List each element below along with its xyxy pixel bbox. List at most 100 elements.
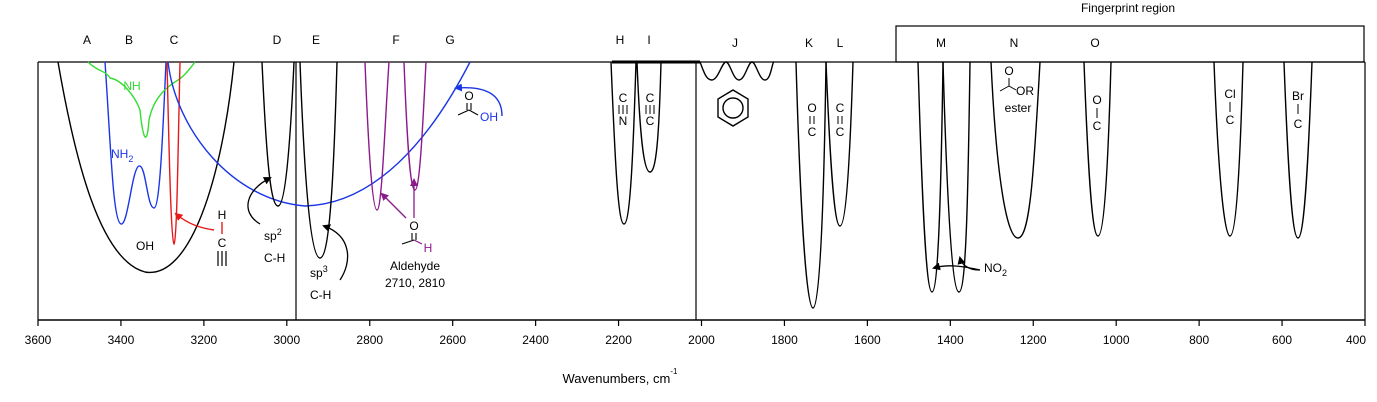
sp3-label: sp3 [310, 264, 328, 280]
x-tick-label: 1400 [937, 333, 964, 347]
region-letter: F [392, 33, 399, 47]
sp3-ch-band [299, 61, 338, 259]
x-axis: 3600 3400 3200 3000 2800 2600 2400 2200 2000 1800… [25, 319, 1366, 386]
x-tick-label: 2000 [688, 333, 715, 347]
co1-c-label: C [1093, 119, 1102, 133]
cn-n-label: N [619, 114, 628, 128]
benzene-ring-icon [717, 89, 749, 127]
nitrile-band [610, 61, 637, 225]
fingerprint-label: Fingerprint region [1081, 1, 1175, 15]
aldehyde-o-label: O [409, 219, 418, 233]
nh2-band [104, 61, 167, 225]
carboxylic-acid-structure: O OH [454, 83, 503, 124]
x-tick-label: 2200 [605, 333, 632, 347]
sp2-label: sp2 [264, 227, 282, 243]
region-letter: K [805, 36, 813, 50]
x-tick-label: 2600 [439, 333, 466, 347]
aldehyde-freq-label: 2710, 2810 [385, 276, 445, 290]
cbr-br-label: Br [1292, 89, 1304, 103]
region-letter: A [83, 33, 91, 47]
region-letter: I [647, 33, 650, 47]
region-letter: B [125, 33, 133, 47]
annotations: NH NH2 OH H C sp2 C-H sp3 C-H O H [111, 64, 1304, 302]
region-letter: N [1010, 36, 1019, 50]
ccl-band [1213, 61, 1244, 237]
ester-structure: O OR ester [999, 64, 1034, 115]
aldehyde-structure: O H Aldehyde 2710, 2810 [380, 178, 445, 290]
alkyne-h-label: H [218, 208, 227, 222]
sp2-ch-band [261, 61, 295, 207]
no2-label: NO2 [984, 261, 1007, 278]
cn-c-label: C [619, 91, 628, 105]
aldehyde-band [403, 61, 427, 191]
x-tick-label: 1600 [854, 333, 881, 347]
ester-label: ester [1005, 101, 1032, 115]
ester-band [990, 61, 1041, 239]
fingerprint-box: Fingerprint region [895, 1, 1365, 63]
aldehyde-band [364, 61, 390, 211]
ccl-c-label: C [1226, 113, 1235, 127]
region-letter: J [732, 36, 738, 50]
nitro-band [942, 61, 971, 293]
x-tick-label: 3000 [273, 333, 300, 347]
acid-oh-label: OH [480, 110, 498, 124]
co-o-label: O [807, 101, 816, 115]
co-single-band [1083, 61, 1112, 237]
x-tick-label: 400 [1346, 333, 1366, 347]
x-tick-label: 2400 [522, 333, 549, 347]
alkyne-ch-band [166, 61, 181, 246]
sp2-arrow [247, 177, 272, 225]
x-tick-label: 1200 [1020, 333, 1047, 347]
region-letter: E [312, 33, 320, 47]
region-letter: H [616, 33, 625, 47]
x-axis-label: Wavenumbers, cm-1 [562, 367, 678, 386]
nh2-label: NH2 [111, 147, 133, 164]
region-letters: A B C D E F G H I J K L M N O [83, 33, 1100, 50]
cc2-c1-label: C [836, 101, 845, 115]
x-tick-label: 3600 [25, 333, 52, 347]
x-tick-label: 3200 [191, 333, 218, 347]
aldehyde-h-label: H [424, 241, 433, 255]
ester-o-label: O [1004, 64, 1013, 78]
cc2-c2-label: C [836, 125, 845, 139]
region-letter: O [1090, 36, 1099, 50]
x-tick-label: 1000 [1103, 333, 1130, 347]
alkyne-cc-band [636, 61, 662, 173]
oh-band [57, 61, 235, 274]
region-letter: G [445, 33, 454, 47]
region-letter: D [273, 33, 282, 47]
cbr-c-label: C [1294, 117, 1303, 131]
sp3-arrow [322, 224, 349, 281]
carbonyl-band [795, 61, 827, 309]
cc3-c1-label: C [646, 91, 655, 105]
co1-o-label: O [1092, 93, 1101, 107]
aromatic-overtone-band [699, 61, 775, 81]
region-letter: M [936, 36, 946, 50]
nitro-band [917, 61, 944, 293]
absorption-bands [57, 61, 1313, 309]
sp3-ch-label: C-H [310, 288, 331, 302]
cc3-c2-label: C [646, 114, 655, 128]
acid-o-label: O [464, 89, 473, 103]
acid-band [167, 61, 471, 207]
cbr-band [1283, 61, 1313, 239]
region-letter: C [170, 33, 179, 47]
x-tick-label: 1800 [771, 333, 798, 347]
region-letter: L [837, 36, 844, 50]
co-c-label: C [808, 125, 817, 139]
x-tick-label: 600 [1272, 333, 1292, 347]
x-tick-label: 3400 [108, 333, 135, 347]
plot-frame [37, 60, 1366, 320]
alkene-cc-band [825, 61, 854, 227]
x-axis-ticks: 3600 3400 3200 3000 2800 2600 2400 2200 2000 1800… [25, 320, 1366, 347]
ester-or-label: OR [1016, 84, 1034, 98]
ccl-cl-label: Cl [1224, 87, 1235, 101]
sp2-ch-label: C-H [264, 251, 285, 265]
x-tick-label: 800 [1189, 333, 1209, 347]
aldehyde-label: Aldehyde [390, 259, 440, 273]
terminal-alkyne-structure: H C [174, 208, 227, 266]
x-tick-label: 2800 [356, 333, 383, 347]
alkyne-c-label: C [218, 236, 227, 250]
nh-label: NH [123, 79, 140, 93]
